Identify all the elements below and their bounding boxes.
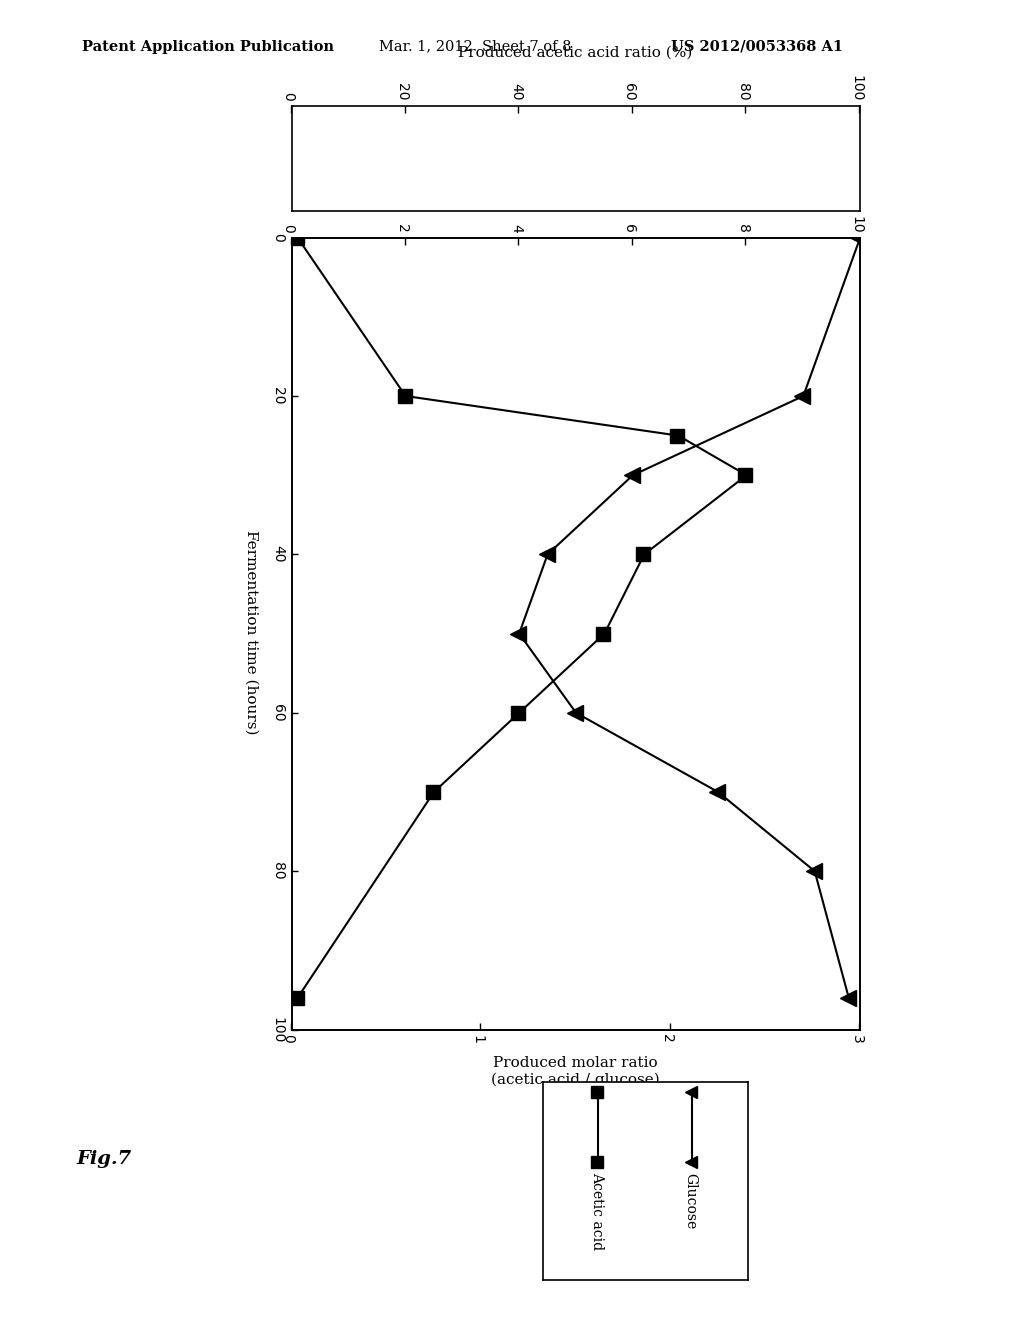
- Text: Patent Application Publication: Patent Application Publication: [82, 40, 334, 54]
- Text: Mar. 1, 2012  Sheet 7 of 8: Mar. 1, 2012 Sheet 7 of 8: [379, 40, 571, 54]
- Text: US 2012/0053368 A1: US 2012/0053368 A1: [671, 40, 843, 54]
- Text: Fig.7: Fig.7: [77, 1150, 132, 1168]
